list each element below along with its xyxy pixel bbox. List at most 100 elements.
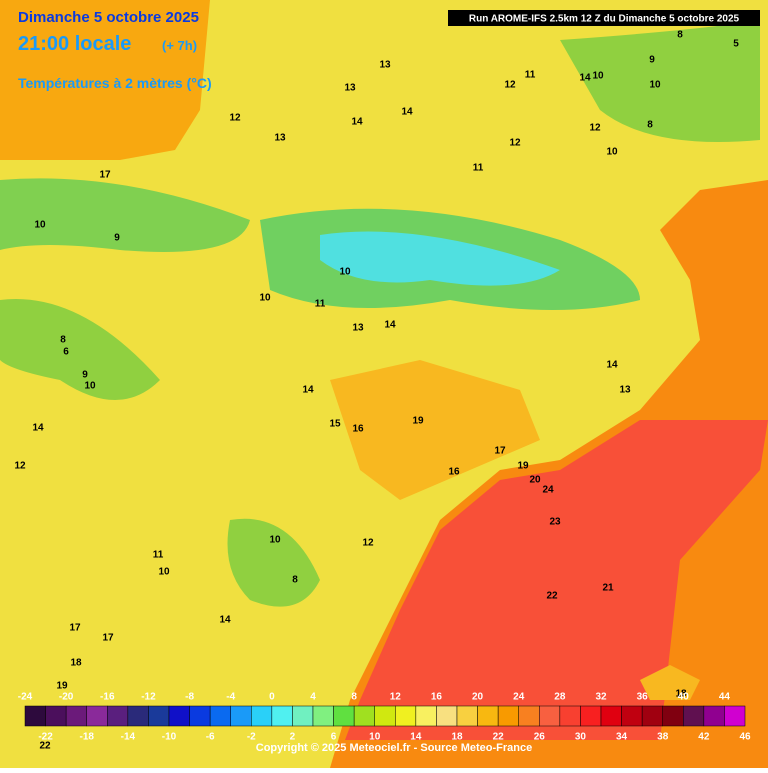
scale-label: 22 <box>493 732 505 743</box>
scale-label: 0 <box>269 692 275 703</box>
contour-label: 20 <box>529 475 541 486</box>
scale-label: 32 <box>595 692 607 703</box>
scale-swatch <box>65 705 87 727</box>
contour-label: 10 <box>649 80 661 91</box>
contour-label: 15 <box>329 419 341 430</box>
contour-label: 12 <box>14 461 26 472</box>
scale-swatch <box>662 705 684 727</box>
scale-swatch <box>518 705 540 727</box>
scale-label: 34 <box>616 732 628 743</box>
contour-label: 9 <box>82 370 88 381</box>
contour-label: 19 <box>56 681 68 692</box>
contour-label: 17 <box>102 633 114 644</box>
contour-label: 14 <box>401 107 413 118</box>
contour-label: 13 <box>379 60 391 71</box>
contour-label: 10 <box>339 267 351 278</box>
scale-swatch <box>168 705 190 727</box>
scale-swatch <box>477 705 499 727</box>
scale-label: 18 <box>451 732 463 743</box>
scale-label: 46 <box>739 732 751 743</box>
scale-swatch <box>497 705 519 727</box>
scale-swatch <box>148 705 170 727</box>
contour-label: 12 <box>229 113 241 124</box>
warm-plain <box>330 360 540 500</box>
copyright: Copyright © 2025 Meteociel.fr - Source M… <box>256 742 532 754</box>
contour-label: 10 <box>34 220 46 231</box>
variable: Températures à 2 mètres (°C) <box>18 75 212 91</box>
scale-label: 2 <box>290 732 296 743</box>
contour-label: 12 <box>362 538 374 549</box>
contour-label: 10 <box>259 293 271 304</box>
scale-swatch <box>292 705 314 727</box>
scale-swatch <box>333 705 355 727</box>
pyrenees-high <box>320 231 560 286</box>
contour-label: 11 <box>525 70 536 81</box>
scale-swatch <box>374 705 396 727</box>
contour-label: 10 <box>269 535 281 546</box>
scale-swatch <box>724 705 746 727</box>
scale-label: 38 <box>657 732 669 743</box>
contour-label: 11 <box>473 163 484 174</box>
scale-swatch <box>230 705 252 727</box>
scale-swatch <box>127 705 149 727</box>
contour-label: 10 <box>592 71 604 82</box>
scale-swatch <box>580 705 602 727</box>
scale-swatch <box>641 705 663 727</box>
time: 21:00 locale <box>18 33 131 55</box>
scale-label: -12 <box>141 692 156 703</box>
contour-label: 16 <box>448 467 460 478</box>
contour-label: 10 <box>606 147 618 158</box>
scale-label: -20 <box>59 692 74 703</box>
contour-label: 8 <box>292 575 298 586</box>
contour-label: 18 <box>70 658 82 669</box>
scale-label: -10 <box>162 732 177 743</box>
contour-label: 5 <box>733 39 739 50</box>
scale-swatch <box>600 705 622 727</box>
contour-label: 14 <box>351 117 363 128</box>
contour-label: 14 <box>302 385 314 396</box>
scale-swatch <box>107 705 129 727</box>
contour-label: 23 <box>549 517 561 528</box>
contour-label: 13 <box>352 323 364 334</box>
scale-label: -4 <box>226 692 235 703</box>
scale-label: 28 <box>554 692 566 703</box>
scale-swatch <box>436 705 458 727</box>
contour-label: 17 <box>99 170 111 181</box>
contour-label: 19 <box>517 461 529 472</box>
scale-swatch <box>456 705 478 727</box>
contour-label: 8 <box>677 30 683 41</box>
contour-label: 14 <box>606 360 618 371</box>
scale-swatch <box>271 705 293 727</box>
scale-label: 6 <box>331 732 337 743</box>
contour-label: 13 <box>274 133 286 144</box>
contour-label: 12 <box>504 80 516 91</box>
contour-label: 14 <box>32 423 44 434</box>
contour-label: 10 <box>84 381 96 392</box>
contour-label: 12 <box>589 123 601 134</box>
run-info: Run AROME-IFS 2.5km 12 Z du Dimanche 5 o… <box>469 14 740 25</box>
hills <box>227 518 320 607</box>
date: Dimanche 5 octobre 2025 <box>18 9 199 26</box>
contour-label: 13 <box>619 385 631 396</box>
scale-swatch <box>539 705 561 727</box>
scale-label: -14 <box>121 732 136 743</box>
contour-label: 14 <box>579 73 591 84</box>
scale-swatch <box>312 705 334 727</box>
mediterranean <box>345 420 768 740</box>
contour-label: 8 <box>60 335 66 346</box>
scale-swatch <box>395 705 417 727</box>
scale-label: -24 <box>18 692 33 703</box>
atlantic <box>0 0 210 160</box>
scale-swatch <box>353 705 375 727</box>
contour-label: 10 <box>158 567 170 578</box>
contour-label: 14 <box>384 320 396 331</box>
run-box <box>448 10 760 26</box>
contour-label: 18 <box>675 689 687 700</box>
scale-label: 10 <box>369 732 381 743</box>
contour-label: 17 <box>494 446 506 457</box>
contour-label: 9 <box>649 55 655 66</box>
scale-label: 16 <box>431 692 443 703</box>
scale-label: -22 <box>38 732 53 743</box>
scale-swatch <box>24 705 46 727</box>
